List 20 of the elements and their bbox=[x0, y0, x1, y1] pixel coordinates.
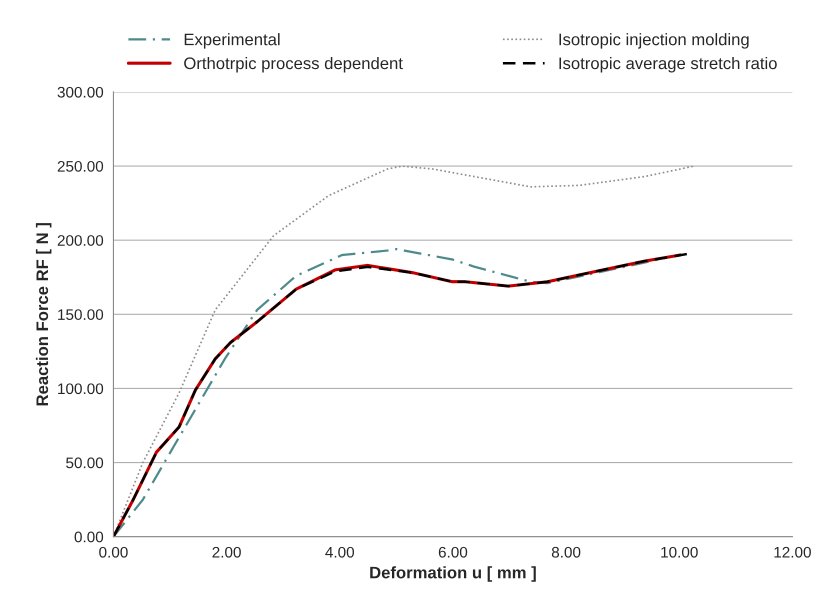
y-axis-title: Reaction Force RF [ N ] bbox=[36, 223, 52, 406]
x-tick-label: 10.00 bbox=[661, 546, 698, 558]
x-tick-label: 6.00 bbox=[438, 546, 468, 558]
x-tick-label: 8.00 bbox=[552, 546, 580, 558]
y-tick-label: 150.00 bbox=[58, 309, 104, 320]
x-tick-label: 4.00 bbox=[325, 546, 354, 558]
legend-label: Isotropic injection molding bbox=[559, 33, 749, 49]
y-tick-label: 300.00 bbox=[58, 86, 104, 98]
y-tick-label: 0.00 bbox=[74, 532, 104, 542]
x-tick-label: 0.00 bbox=[99, 546, 128, 558]
x-tick-label: 12.00 bbox=[774, 546, 811, 558]
y-tick-label: 200.00 bbox=[58, 235, 104, 246]
legend-label: Experimental bbox=[184, 33, 280, 49]
x-axis-title: Deformation u [ mm ] bbox=[370, 566, 536, 582]
y-tick-label: 100.00 bbox=[58, 383, 104, 394]
y-tick-label: 250.00 bbox=[58, 160, 104, 172]
legend-label: Isotropic average stretch ratio bbox=[559, 56, 777, 73]
legend-label: Orthotrpic process dependent bbox=[184, 56, 403, 73]
x-tick-label: 2.00 bbox=[212, 546, 241, 558]
y-tick-label: 50.00 bbox=[66, 457, 104, 468]
